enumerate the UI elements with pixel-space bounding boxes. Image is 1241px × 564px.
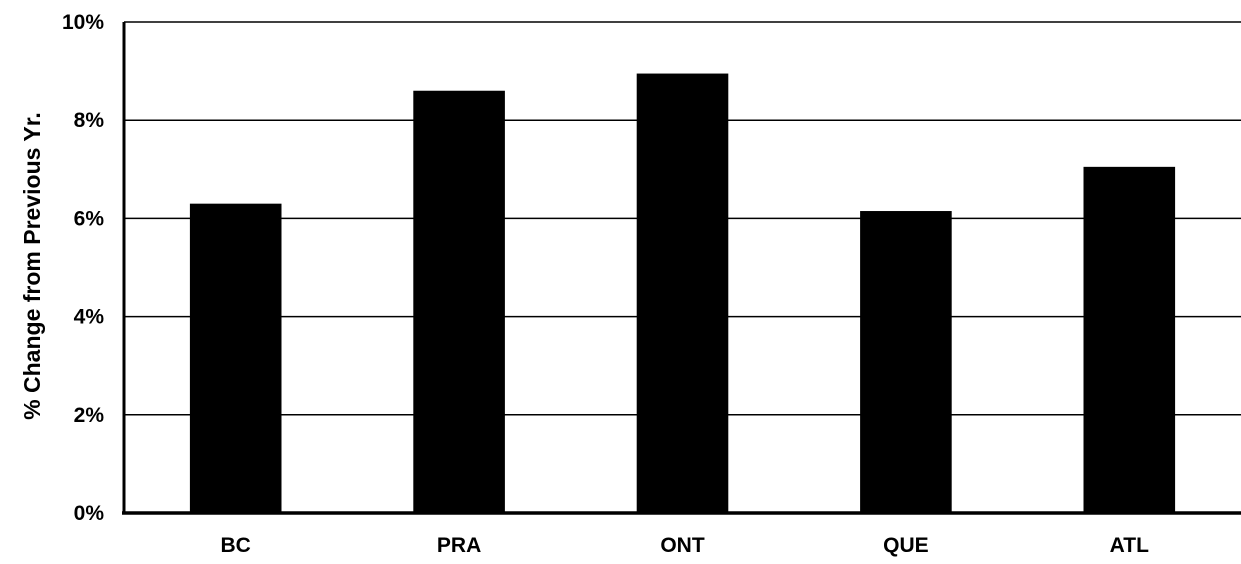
y-tick-label: 4% [74, 306, 105, 329]
bar-pra [413, 90, 505, 514]
bar-ont [636, 73, 729, 514]
y-tick-label: 0% [74, 502, 105, 525]
y-tick-label: 10% [62, 11, 104, 34]
x-tick-label-pra: PRA [437, 534, 481, 557]
x-tick-label-ont: ONT [660, 534, 705, 557]
x-tick-label-que: QUE [883, 534, 929, 557]
x-tick-label-bc: BC [221, 534, 251, 557]
y-axis-title: % Change from Previous Yr. [19, 112, 45, 420]
x-tick-labels: BC PRA ONT QUE ATL [221, 534, 1150, 557]
axes [122, 22, 1241, 515]
y-tick-label: 8% [74, 109, 105, 132]
bars [189, 73, 1176, 514]
y-tick-label: 6% [74, 207, 105, 230]
y-tick-label: 2% [74, 404, 105, 427]
y-tick-labels: 0% 2% 4% 6% 8% 10% [62, 11, 104, 525]
x-tick-label-atl: ATL [1110, 534, 1149, 557]
bar-atl [1083, 166, 1176, 513]
bar-que [860, 211, 952, 513]
bar-bc [189, 203, 282, 514]
